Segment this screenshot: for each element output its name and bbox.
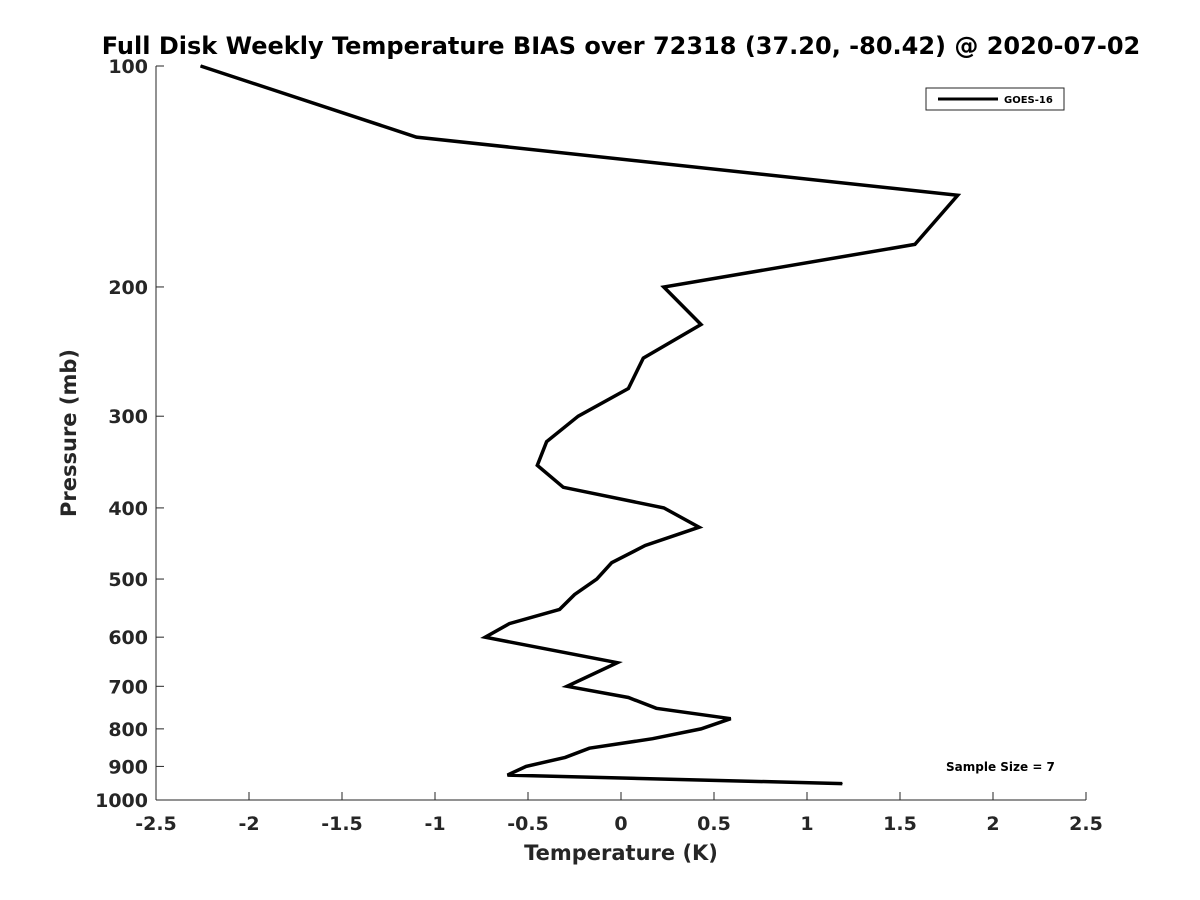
legend-label: GOES-16 (1004, 95, 1053, 106)
data-point (663, 286, 665, 288)
data-point (200, 65, 202, 67)
data-point (644, 545, 646, 546)
y-tick-label: 300 (108, 406, 148, 428)
data-point (663, 507, 665, 509)
data-point (588, 747, 590, 749)
data-point (700, 324, 702, 325)
data-point (611, 562, 613, 564)
y-tick-label: 800 (108, 719, 148, 741)
data-point (596, 578, 598, 580)
data-point (508, 623, 510, 625)
y-tick-label: 400 (108, 498, 148, 520)
data-point (564, 756, 566, 758)
data-point (562, 486, 564, 488)
data-point (546, 441, 548, 443)
data-point (507, 774, 508, 776)
data-point (525, 765, 527, 767)
data-point (652, 738, 654, 740)
y-axis-ticks: 100 200 300 400 500 600 700 800 900 1000 (95, 56, 164, 812)
x-tick-label: 2.5 (1069, 813, 1103, 835)
x-tick-label: 1.5 (883, 813, 917, 835)
data-point (957, 194, 959, 196)
x-tick-label: 1 (800, 813, 813, 835)
chart-title: Full Disk Weekly Temperature BIAS over 7… (102, 32, 1141, 60)
x-tick-label: -2 (238, 813, 259, 835)
series-group (200, 64, 962, 786)
data-point (627, 697, 629, 698)
y-tick-label: 700 (108, 676, 148, 698)
data-point (730, 718, 732, 720)
data-point (642, 357, 644, 359)
data-point (566, 685, 568, 687)
x-tick-label: -0.5 (507, 813, 549, 835)
data-point (559, 608, 561, 610)
x-tick-label: -1.5 (321, 813, 363, 835)
data-point (627, 388, 629, 389)
data-point (914, 243, 916, 245)
y-tick-label: 500 (108, 569, 148, 591)
data-point (484, 636, 486, 638)
y-tick-label: 100 (108, 56, 148, 78)
x-axis-label: Temperature (K) (524, 841, 718, 865)
data-point (698, 526, 700, 528)
series-line-goes-16 (200, 64, 962, 786)
data-point (655, 707, 657, 709)
x-tick-label: 2 (986, 813, 999, 835)
x-axis-ticks: -2.5 -2 -1.5 -1 -0.5 0 0.5 1 1.5 2 2.5 (135, 792, 1103, 835)
legend: GOES-16 (925, 87, 1065, 111)
x-tick-label: 0 (614, 813, 627, 835)
data-point (536, 464, 538, 466)
data-point (577, 415, 579, 417)
y-tick-label: 200 (108, 277, 148, 299)
data-point (415, 136, 417, 138)
y-tick-label: 1000 (95, 790, 148, 812)
x-tick-label: -1 (424, 813, 445, 835)
data-point (700, 728, 702, 730)
data-point (841, 783, 843, 785)
x-tick-label: -2.5 (135, 813, 177, 835)
x-tick-label: 0.5 (697, 813, 731, 835)
data-point (616, 662, 618, 664)
data-point (574, 594, 575, 596)
y-tick-label: 600 (108, 627, 148, 649)
y-tick-label: 900 (108, 756, 148, 778)
y-axis-label: Pressure (mb) (57, 349, 81, 517)
sample-size-annotation: Sample Size = 7 (946, 760, 1055, 774)
